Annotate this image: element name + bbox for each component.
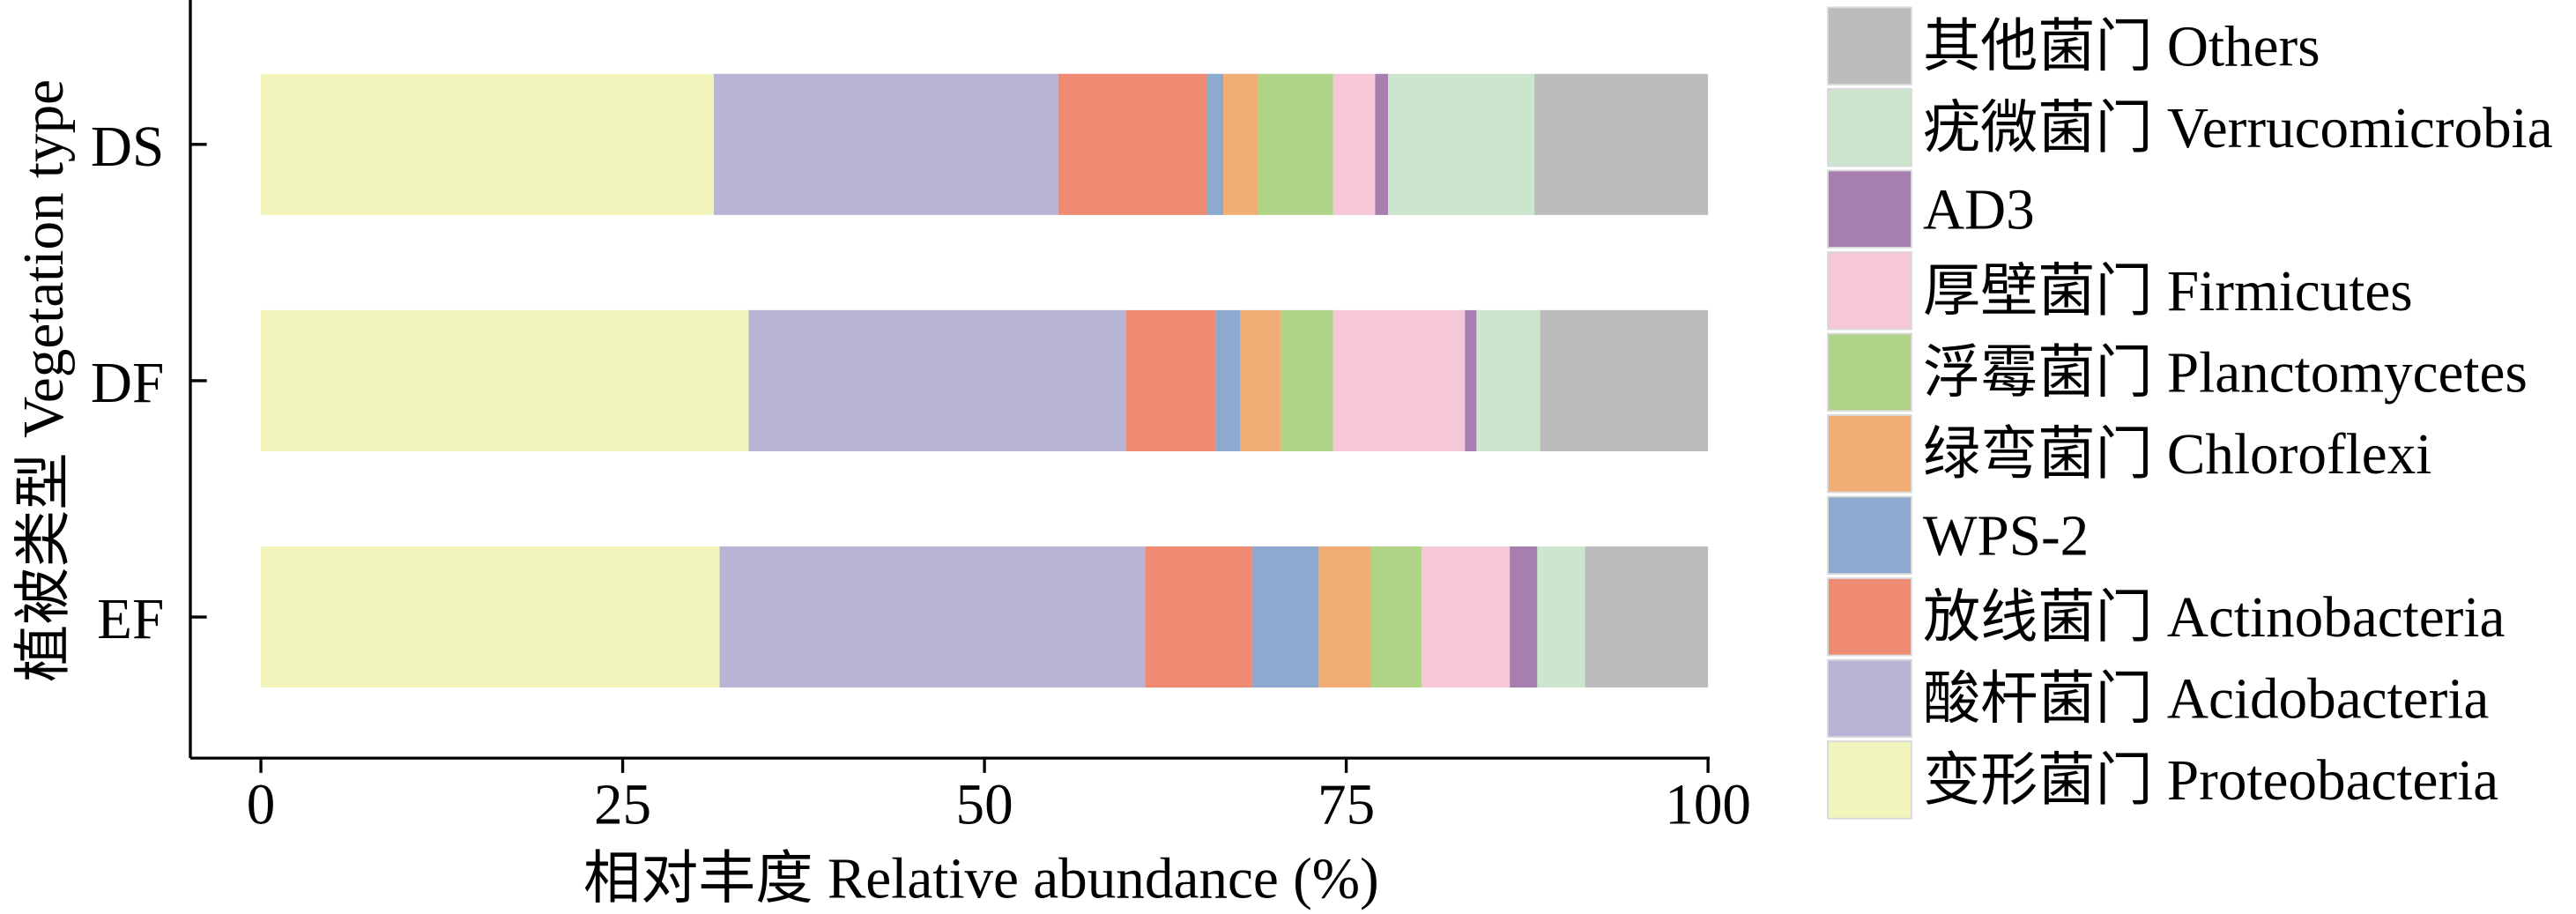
x-tick-label-50: 50 [955, 774, 1013, 837]
x-tick-label-25: 25 [594, 774, 651, 837]
legend-swatch-firmicutes [1827, 251, 1912, 331]
bar-ef-wps-2 [1251, 546, 1319, 688]
bar-ds-planctomycetes [1258, 73, 1333, 215]
legend-swatch-verrucomicrobia [1827, 87, 1912, 167]
bars [261, 73, 1709, 688]
legend-swatch-chloroflexi [1827, 414, 1912, 494]
legend-entry-planctomycetes: 浮霉菌门 Planctomycetes [1827, 332, 2528, 412]
legend-swatch-actinobacteria [1827, 577, 1912, 657]
legend-label-chloroflexi: 绿弯菌门 Chloroflexi [1923, 423, 2431, 487]
legend-entry-verrucomicrobia: 疣微菌门 Verrucomicrobia [1827, 87, 2553, 167]
x-axis-ticks: 0 25 50 75 100 [247, 758, 1751, 837]
bar-df-planctomycetes [1281, 309, 1333, 451]
y-tick-label-ds: DS [91, 115, 164, 179]
y-tick-label-ef: EF [97, 588, 164, 651]
bar-ef-verrucomicrobia [1537, 546, 1585, 688]
legend-entry-actinobacteria: 放线菌门 Actinobacteria [1827, 577, 2505, 657]
legend-swatch-planctomycetes [1827, 332, 1912, 412]
bar-ef-planctomycetes [1370, 546, 1422, 688]
legend-entry-others: 其他菌门 Others [1827, 6, 2320, 85]
legend-label-actinobacteria: 放线菌门 Actinobacteria [1923, 586, 2505, 650]
legend-entry-wps-2: WPS-2 [1827, 495, 2089, 575]
bar-df-actinobacteria [1125, 309, 1216, 451]
bar-ds-wps-2 [1206, 73, 1224, 215]
bar-ef-firmicutes [1421, 546, 1511, 688]
bar-ds-others [1534, 73, 1709, 215]
bar-ef-acidobacteria [719, 546, 1146, 688]
legend-label-verrucomicrobia: 疣微菌门 Verrucomicrobia [1923, 97, 2553, 160]
legend-entry-ad3: AD3 [1827, 169, 2035, 249]
bar-ef-others [1585, 546, 1709, 688]
y-tick-label-df: DF [91, 352, 164, 415]
legend-label-acidobacteria: 酸杆菌门 Acidobacteria [1923, 668, 2489, 732]
legend-entry-acidobacteria: 酸杆菌门 Acidobacteria [1827, 658, 2489, 739]
legend: 其他菌门 Others 疣微菌门 Verrucomicrobia AD3 厚壁菌门 F… [1827, 6, 2553, 820]
bar-df-verrucomicrobia [1476, 309, 1540, 451]
legend-swatch-proteobacteria [1827, 740, 1912, 820]
legend-swatch-acidobacteria [1827, 658, 1912, 739]
bar-ds-firmicutes [1333, 73, 1376, 215]
legend-label-proteobacteria: 变形菌门 Proteobacteria [1923, 749, 2498, 813]
bar-df-firmicutes [1333, 309, 1466, 451]
legend-label-ad3: AD3 [1923, 179, 2035, 242]
bar-ef-chloroflexi [1318, 546, 1371, 688]
bar-ef-ad3 [1510, 546, 1538, 688]
x-tick-label-100: 100 [1665, 774, 1751, 837]
legend-swatch-ad3 [1827, 169, 1912, 249]
y-axis-ticks: DS DF EF [91, 115, 207, 651]
y-axis-label: 植被类型 Vegetation type [12, 79, 76, 682]
bar-ds-ad3 [1375, 73, 1389, 215]
legend-entry-chloroflexi: 绿弯菌门 Chloroflexi [1827, 414, 2431, 494]
legend-swatch-others [1827, 6, 1912, 85]
bar-ds-verrucomicrobia [1388, 73, 1535, 215]
bar-df-others [1540, 309, 1709, 451]
bar-df-proteobacteria [261, 309, 749, 451]
legend-entry-proteobacteria: 变形菌门 Proteobacteria [1827, 740, 2498, 820]
legend-label-others: 其他菌门 Others [1923, 15, 2320, 78]
legend-entry-firmicutes: 厚壁菌门 Firmicutes [1827, 251, 2413, 331]
bar-df-ad3 [1465, 309, 1477, 451]
legend-label-firmicutes: 厚壁菌门 Firmicutes [1923, 260, 2413, 323]
x-tick-label-75: 75 [1318, 774, 1375, 837]
bar-df-chloroflexi [1240, 309, 1281, 451]
bar-ds-proteobacteria [261, 73, 715, 215]
legend-swatch-wps-2 [1827, 495, 1912, 575]
x-tick-label-0: 0 [247, 774, 276, 837]
bar-df-acidobacteria [748, 309, 1126, 451]
legend-label-wps-2: WPS-2 [1923, 505, 2089, 568]
bar-ef-actinobacteria [1145, 546, 1252, 688]
bar-ds-chloroflexi [1223, 73, 1258, 215]
bar-ds-acidobacteria [714, 73, 1058, 215]
x-axis-label: 相对丰度 Relative abundance (%) [583, 847, 1379, 910]
bar-ds-actinobacteria [1058, 73, 1207, 215]
bar-ef-proteobacteria [261, 546, 720, 688]
legend-label-planctomycetes: 浮霉菌门 Planctomycetes [1923, 342, 2528, 405]
bar-df-wps-2 [1215, 309, 1241, 451]
